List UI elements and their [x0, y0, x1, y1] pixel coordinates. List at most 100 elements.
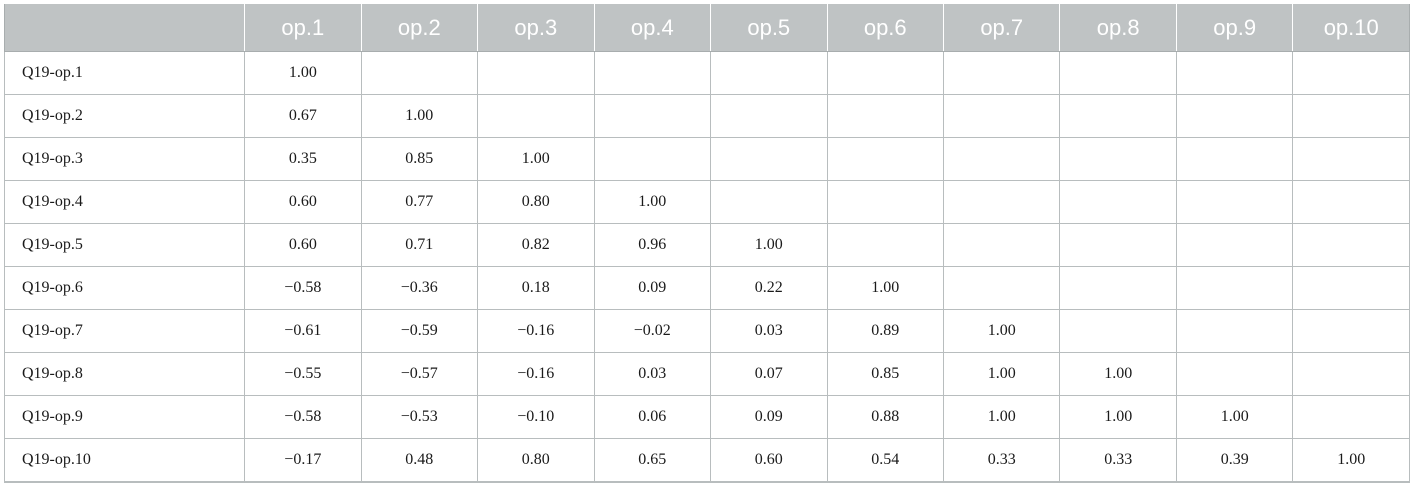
- table-cell: 0.35: [244, 137, 362, 181]
- table-cell: [1175, 51, 1294, 95]
- table-cell: [1175, 352, 1294, 396]
- table-cell: 1.00: [593, 180, 712, 224]
- column-header: op.1: [244, 4, 362, 52]
- table-cell: [1059, 180, 1177, 224]
- table-cell: 0.03: [593, 352, 712, 396]
- table-cell: 0.07: [710, 352, 828, 396]
- table-cell: 0.06: [593, 395, 712, 439]
- column-header: op.9: [1175, 4, 1294, 52]
- table-cell: −0.17: [244, 438, 362, 483]
- column-header: op.4: [593, 4, 712, 52]
- table-cell: [1175, 223, 1294, 267]
- table-row: Q19-op.1 1.00: [3, 51, 1410, 95]
- table-cell: −0.58: [244, 395, 362, 439]
- column-header: op.5: [710, 4, 828, 52]
- table-cell: 1.00: [942, 352, 1061, 396]
- table-cell: 0.09: [710, 395, 828, 439]
- table-cell: [1175, 137, 1294, 181]
- table-cell: 0.60: [244, 180, 362, 224]
- table-cell: [1175, 266, 1294, 310]
- table-cell: 0.48: [360, 438, 479, 483]
- table-cell: 0.39: [1175, 438, 1294, 483]
- table-cell: 1.00: [244, 51, 362, 95]
- table-cell: −0.02: [593, 309, 712, 353]
- header-row: op.1 op.2 op.3 op.4 op.5 op.6 op.7 op.8 …: [3, 4, 1410, 52]
- column-header: op.3: [477, 4, 595, 52]
- row-label: Q19-op.3: [3, 137, 246, 181]
- table-cell: [1059, 51, 1177, 95]
- table-cell: 1.00: [360, 94, 479, 138]
- table-cell: 0.77: [360, 180, 479, 224]
- table-cell: [942, 94, 1061, 138]
- table-row: Q19-op.9 −0.58 −0.53 −0.10 0.06 0.09 0.8…: [3, 395, 1410, 439]
- table-row: Q19-op.3 0.35 0.85 1.00: [3, 137, 1410, 181]
- table-cell: [593, 94, 712, 138]
- table-cell: [477, 51, 595, 95]
- table-cell: 0.96: [593, 223, 712, 267]
- column-header: op.10: [1292, 4, 1410, 52]
- table-row: Q19-op.5 0.60 0.71 0.82 0.96 1.00: [3, 223, 1410, 267]
- table-cell: −0.16: [477, 309, 595, 353]
- column-header: op.2: [360, 4, 479, 52]
- table-cell: 0.82: [477, 223, 595, 267]
- row-label: Q19-op.8: [3, 352, 246, 396]
- table-cell: −0.61: [244, 309, 362, 353]
- row-label: Q19-op.6: [3, 266, 246, 310]
- row-label: Q19-op.4: [3, 180, 246, 224]
- table-cell: −0.59: [360, 309, 479, 353]
- table-cell: 1.00: [826, 266, 944, 310]
- table-cell: 0.88: [826, 395, 944, 439]
- table-cell: [1175, 94, 1294, 138]
- table-cell: [826, 223, 944, 267]
- correlation-table-container: op.1 op.2 op.3 op.4 op.5 op.6 op.7 op.8 …: [3, 4, 1410, 483]
- table-cell: [1292, 395, 1410, 439]
- row-label: Q19-op.2: [3, 94, 246, 138]
- table-cell: −0.58: [244, 266, 362, 310]
- table-cell: [710, 137, 828, 181]
- table-cell: [826, 51, 944, 95]
- table-cell: [1059, 94, 1177, 138]
- table-cell: 1.00: [1175, 395, 1294, 439]
- table-cell: [1059, 223, 1177, 267]
- table-row: Q19-op.10 −0.17 0.48 0.80 0.65 0.60 0.54…: [3, 438, 1410, 483]
- table-cell: [1292, 223, 1410, 267]
- table-cell: [593, 137, 712, 181]
- row-label: Q19-op.1: [3, 51, 246, 95]
- table-cell: [826, 137, 944, 181]
- table-cell: −0.16: [477, 352, 595, 396]
- table-cell: −0.57: [360, 352, 479, 396]
- row-label: Q19-op.5: [3, 223, 246, 267]
- table-cell: [1175, 180, 1294, 224]
- table-cell: [710, 51, 828, 95]
- table-cell: 0.89: [826, 309, 944, 353]
- table-cell: 1.00: [942, 395, 1061, 439]
- column-header: op.8: [1059, 4, 1177, 52]
- table-cell: 0.60: [710, 438, 828, 483]
- table-cell: [942, 137, 1061, 181]
- table-cell: 0.65: [593, 438, 712, 483]
- table-cell: [593, 51, 712, 95]
- correlation-table: op.1 op.2 op.3 op.4 op.5 op.6 op.7 op.8 …: [3, 4, 1410, 483]
- table-cell: [1292, 51, 1410, 95]
- table-cell: [1059, 309, 1177, 353]
- table-cell: 0.09: [593, 266, 712, 310]
- table-cell: 1.00: [477, 137, 595, 181]
- table-cell: 0.85: [826, 352, 944, 396]
- table-cell: 1.00: [1059, 352, 1177, 396]
- table-cell: [1292, 352, 1410, 396]
- table-cell: 0.80: [477, 438, 595, 483]
- table-cell: 1.00: [1292, 438, 1410, 483]
- table-cell: [360, 51, 479, 95]
- table-cell: [1175, 309, 1294, 353]
- table-row: Q19-op.7 −0.61 −0.59 −0.16 −0.02 0.03 0.…: [3, 309, 1410, 353]
- table-cell: 0.18: [477, 266, 595, 310]
- table-cell: [942, 266, 1061, 310]
- table-cell: −0.53: [360, 395, 479, 439]
- table-cell: [477, 94, 595, 138]
- table-cell: [1059, 137, 1177, 181]
- table-cell: [826, 180, 944, 224]
- table-cell: 0.85: [360, 137, 479, 181]
- table-cell: 0.60: [244, 223, 362, 267]
- table-cell: −0.36: [360, 266, 479, 310]
- table-cell: 0.67: [244, 94, 362, 138]
